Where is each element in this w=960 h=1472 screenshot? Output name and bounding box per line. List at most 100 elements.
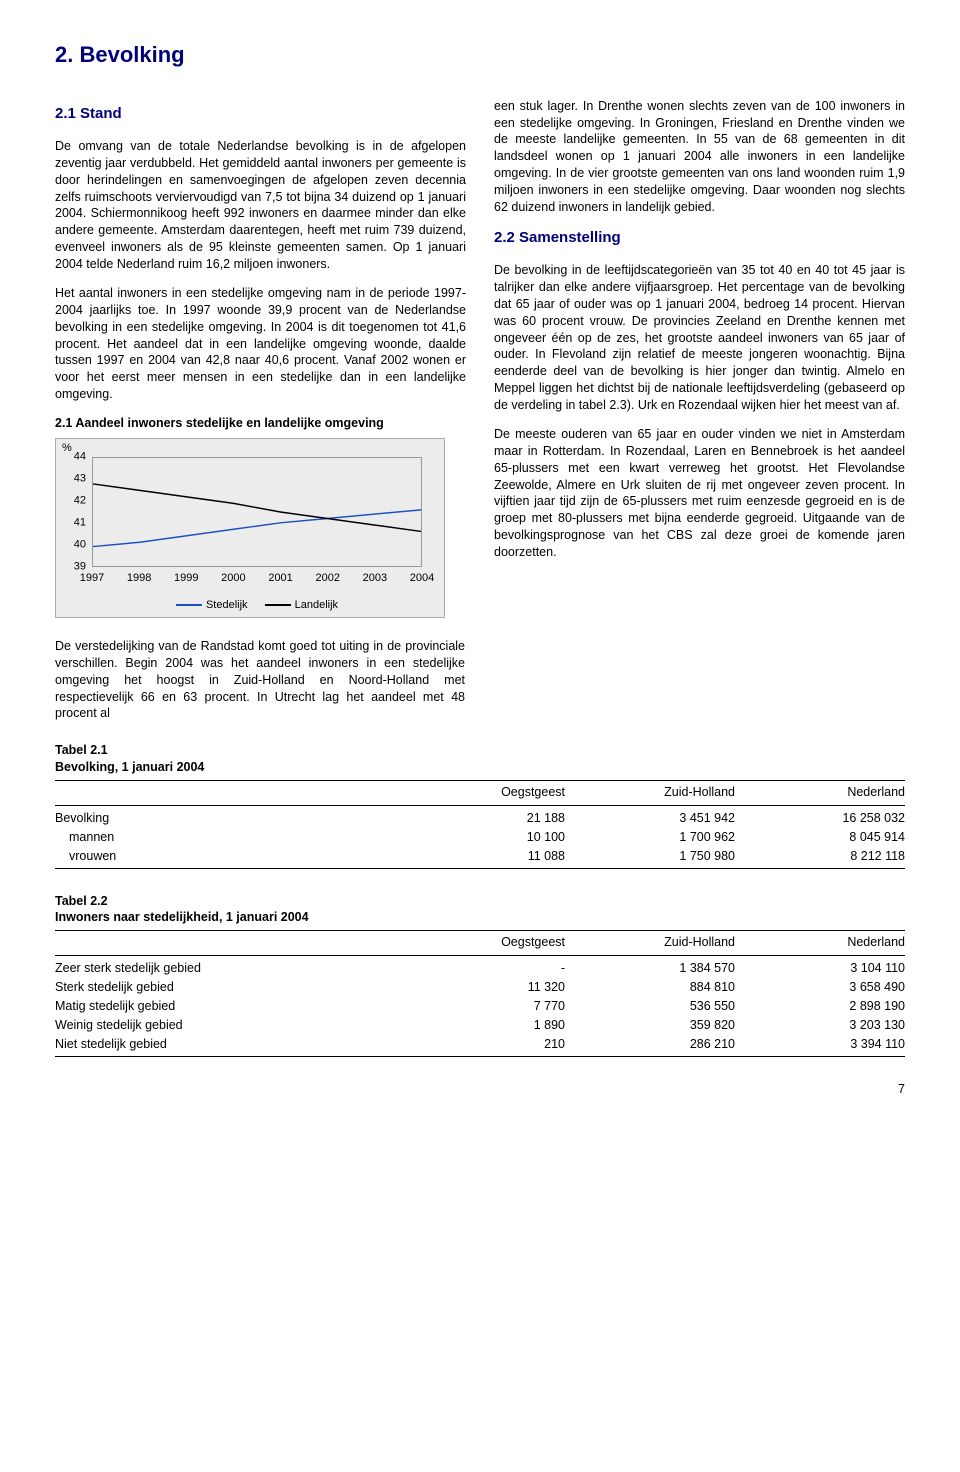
table-header: Oegstgeest [395,783,565,802]
legend-label-stedelijk: Stedelijk [206,599,248,611]
left-para-2: Het aantal inwoners in een stedelijke om… [55,285,466,403]
below-columns: De verstedelijking van de Randstad komt … [55,638,465,722]
table-rule [55,868,905,869]
table-2-2-block: Tabel 2.2 Inwoners naar stedelijkheid, 1… [55,893,905,1057]
table-cell: 11 088 [395,847,565,866]
left-para-1: De omvang van de totale Nederlandse bevo… [55,138,466,273]
chart-xtick: 2002 [315,571,339,586]
table-header: Nederland [735,783,905,802]
section-2-2-heading: 2.2 Samenstelling [494,228,905,248]
table-rule [55,952,905,959]
chart-xtick: 2000 [221,571,245,586]
page-title: 2. Bevolking [55,40,905,70]
table-cell: Bevolking [55,809,395,828]
table-header: Oegstgeest [395,933,565,952]
chart-lines-svg [93,458,421,566]
chart-xtick: 2004 [410,571,434,586]
chart-xtick: 1997 [80,571,104,586]
table-header [55,783,395,802]
right-para-3: De meeste ouderen van 65 jaar en ouder v… [494,426,905,561]
table-header [55,933,395,952]
table-2-1-block: Tabel 2.1 Bevolking, 1 januari 2004 Oegs… [55,742,905,868]
table-cell: 21 188 [395,809,565,828]
table-cell: 3 658 490 [735,978,905,997]
right-para-1: een stuk lager. In Drenthe wonen slechts… [494,98,905,216]
table-cell: 359 820 [565,1016,735,1035]
chart-ytick: 43 [66,472,86,487]
table-2-1-subtitle: Bevolking, 1 januari 2004 [55,759,905,776]
table-cell: 3 394 110 [735,1035,905,1054]
table-cell: 1 700 962 [565,828,735,847]
table-row: Bevolking21 1883 451 94216 258 032 [55,809,905,828]
page-number: 7 [55,1081,905,1098]
table-cell: Zeer sterk stedelijk gebied [55,959,395,978]
table-cell: Matig stedelijk gebied [55,997,395,1016]
right-column: een stuk lager. In Drenthe wonen slechts… [494,98,905,618]
table-cell: - [395,959,565,978]
table-cell: 1 750 980 [565,847,735,866]
table-row: Weinig stedelijk gebied1 890359 8203 203… [55,1016,905,1035]
table-rule [55,930,905,931]
chart-plot-area [92,457,422,567]
table-cell: 7 770 [395,997,565,1016]
line-chart: % Stedelijk Landelijk 394041424344199719… [55,438,445,618]
table-cell: 286 210 [565,1035,735,1054]
chart-ytick: 42 [66,494,86,509]
chart-title: 2.1 Aandeel inwoners stedelijke en lande… [55,415,466,432]
table-cell: Sterk stedelijk gebied [55,978,395,997]
table-rule [55,1056,905,1057]
after-para: De verstedelijking van de Randstad komt … [55,638,465,722]
table-cell: 210 [395,1035,565,1054]
table-2-1-title: Tabel 2.1 [55,742,905,759]
table-cell: 1 890 [395,1016,565,1035]
table-row: mannen10 1001 700 9628 045 914 [55,828,905,847]
table-cell: 1 384 570 [565,959,735,978]
table-header: Zuid-Holland [565,783,735,802]
chart-xtick: 1999 [174,571,198,586]
legend-label-landelijk: Landelijk [295,599,338,611]
table-cell: 8 045 914 [735,828,905,847]
table-cell: Niet stedelijk gebied [55,1035,395,1054]
table-cell: 3 451 942 [565,809,735,828]
chart-ytick: 41 [66,516,86,531]
table-2-2-title: Tabel 2.2 [55,893,905,910]
table-cell: 3 203 130 [735,1016,905,1035]
table-cell: 2 898 190 [735,997,905,1016]
left-column: 2.1 Stand De omvang van de totale Nederl… [55,98,466,618]
table-rule [55,802,905,809]
chart-xtick: 2001 [268,571,292,586]
chart-series-landelijk [93,484,421,532]
table-cell: 11 320 [395,978,565,997]
table-row: vrouwen11 0881 750 9808 212 118 [55,847,905,866]
table-cell: 8 212 118 [735,847,905,866]
two-column-layout: 2.1 Stand De omvang van de totale Nederl… [55,98,905,618]
chart-ytick: 44 [66,450,86,465]
table-cell: 10 100 [395,828,565,847]
table-cell: mannen [55,828,395,847]
table-header: Nederland [735,933,905,952]
table-cell: Weinig stedelijk gebied [55,1016,395,1035]
chart-xtick: 2003 [363,571,387,586]
chart-ytick: 40 [66,538,86,553]
table-cell: 884 810 [565,978,735,997]
table-cell: 16 258 032 [735,809,905,828]
legend-swatch-landelijk [265,604,291,606]
right-para-2: De bevolking in de leeftijdscategorieën … [494,262,905,414]
table-row: Matig stedelijk gebied7 770536 5502 898 … [55,997,905,1016]
table-cell: 536 550 [565,997,735,1016]
table-row: Niet stedelijk gebied210286 2103 394 110 [55,1035,905,1054]
legend-swatch-stedelijk [176,604,202,606]
chart-series-stedelijk [93,510,421,547]
table-2-2-subtitle: Inwoners naar stedelijkheid, 1 januari 2… [55,909,905,926]
chart-legend: Stedelijk Landelijk [56,598,444,613]
table-rule [55,780,905,781]
table-cell: vrouwen [55,847,395,866]
table-2-1: OegstgeestZuid-HollandNederland Bevolking… [55,783,905,866]
table-header: Zuid-Holland [565,933,735,952]
table-row: Zeer sterk stedelijk gebied-1 384 5703 1… [55,959,905,978]
table-2-2: OegstgeestZuid-HollandNederland Zeer ster… [55,933,905,1053]
section-2-1-heading: 2.1 Stand [55,104,466,124]
chart-xtick: 1998 [127,571,151,586]
table-row: Sterk stedelijk gebied11 320884 8103 658… [55,978,905,997]
table-cell: 3 104 110 [735,959,905,978]
